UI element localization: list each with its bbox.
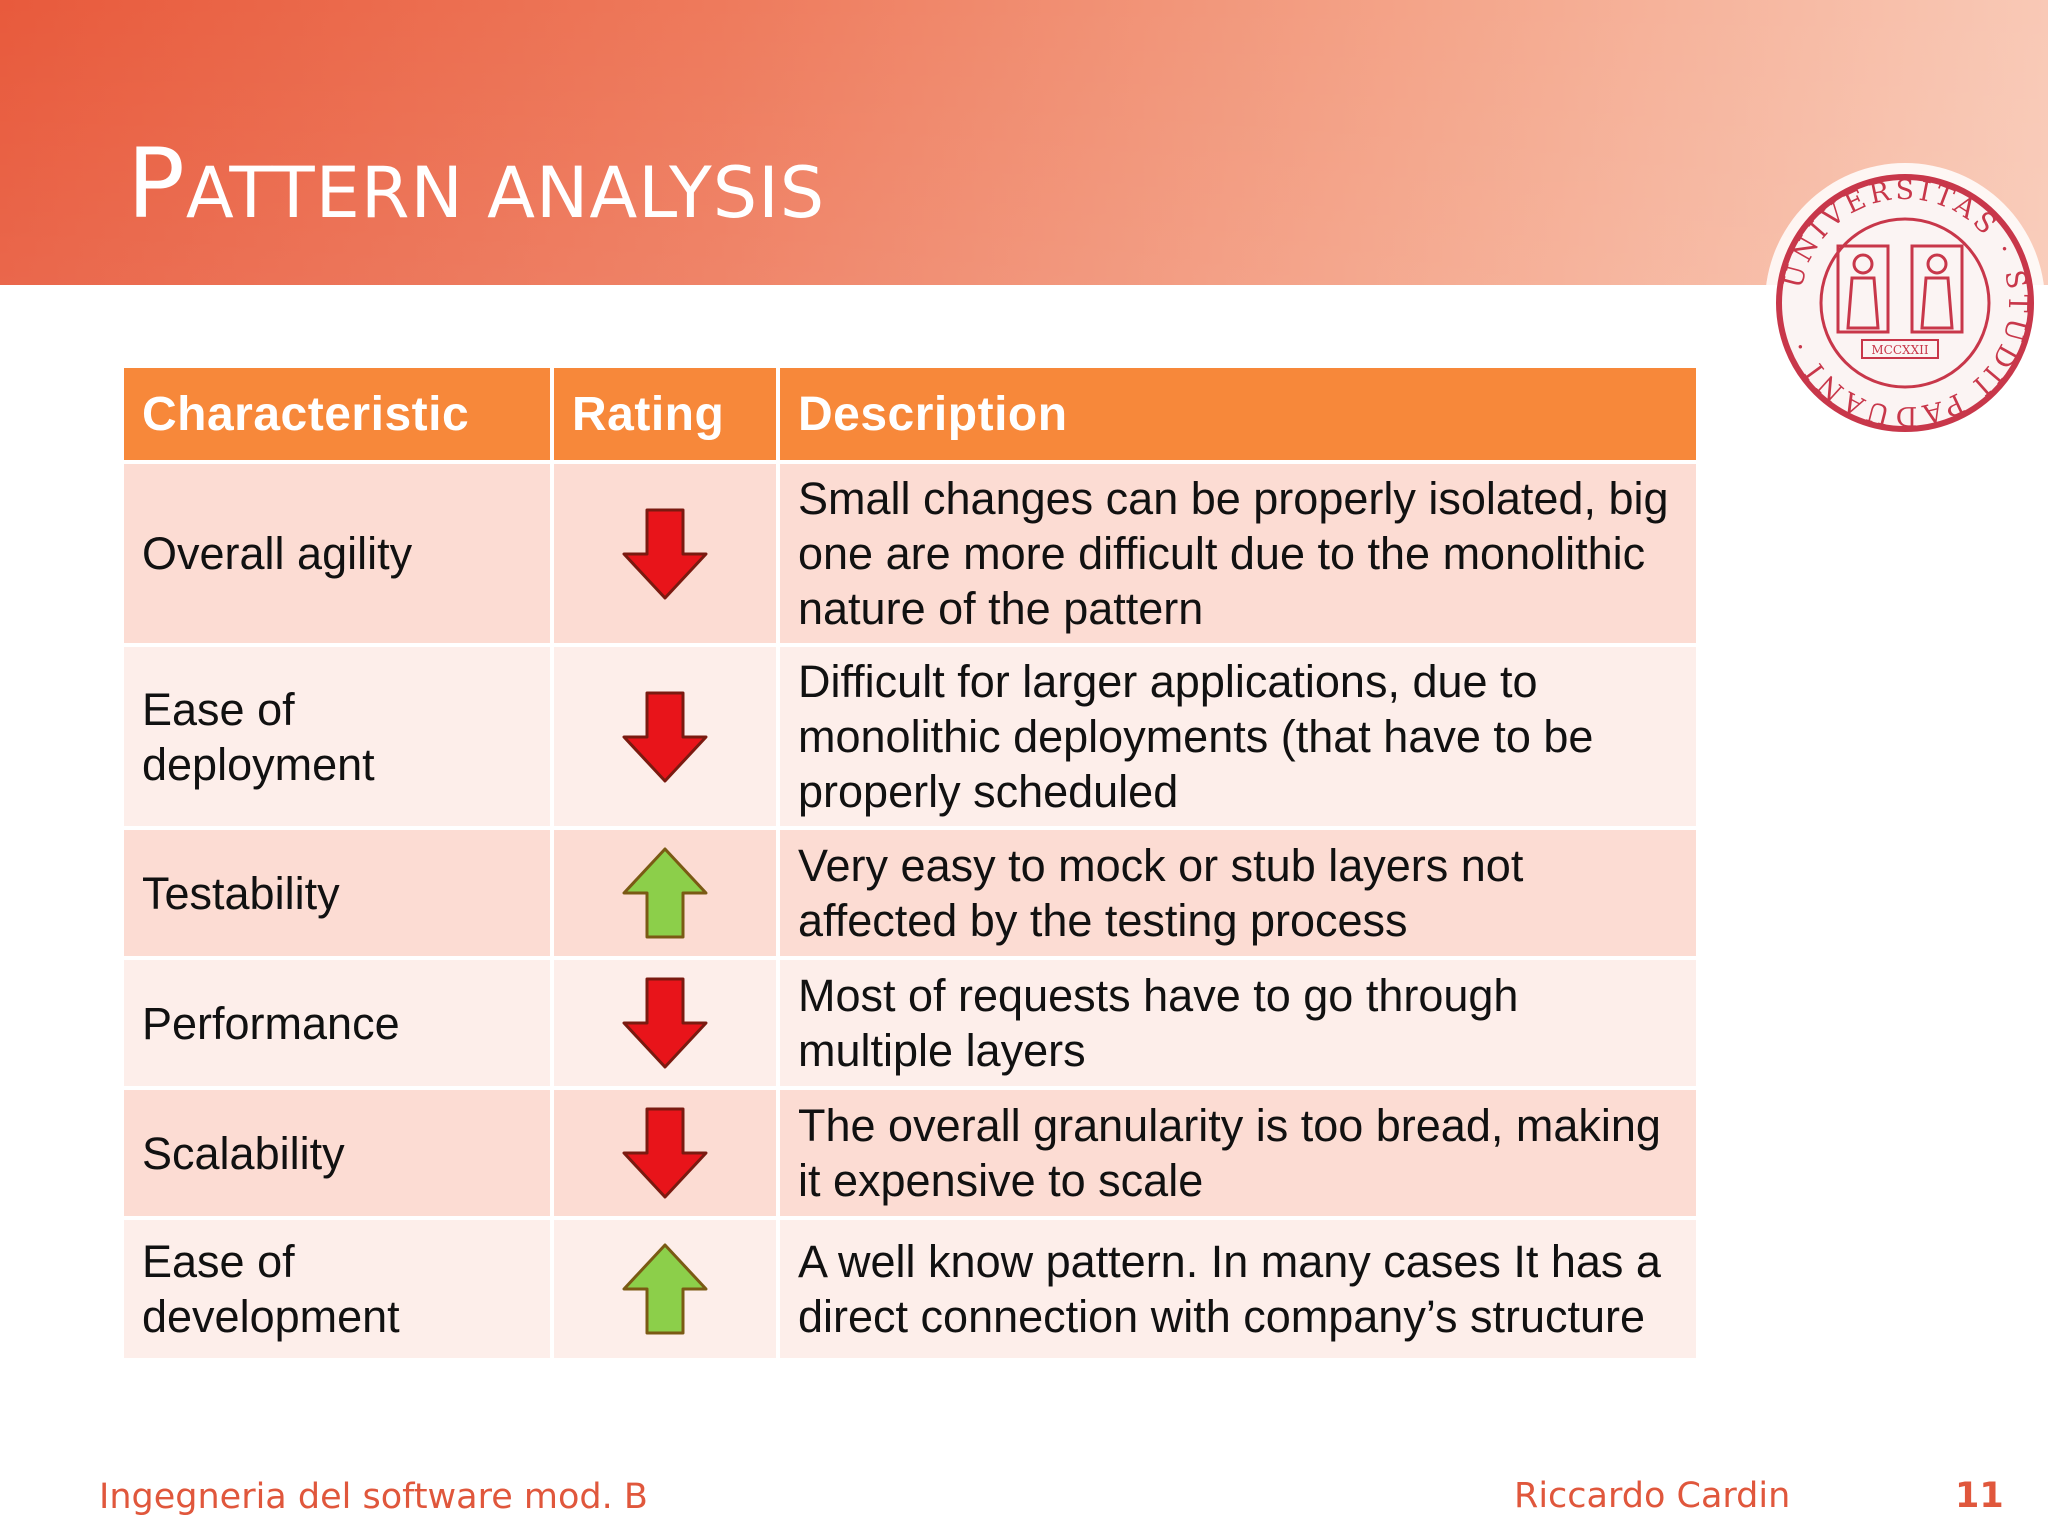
university-seal-logo: UNIVERSITAS · STUDII PADUANI · MCCXXII bbox=[1765, 163, 2045, 443]
table-row: Ease of development A well know pattern.… bbox=[120, 1216, 1700, 1362]
header-description: Description bbox=[776, 364, 1700, 464]
table-header-row: Characteristic Rating Description bbox=[120, 364, 1700, 464]
rating-cell bbox=[550, 460, 780, 647]
description-cell: The overall granularity is too bread, ma… bbox=[776, 1086, 1700, 1220]
arrow-down-icon bbox=[622, 691, 708, 782]
description-cell: Small changes can be properly isolated, … bbox=[776, 460, 1700, 647]
table-row: Ease of deployment Difficult for larger … bbox=[120, 643, 1700, 830]
footer-author: Riccardo Cardin bbox=[1514, 1476, 1791, 1516]
slide-title: PATTERN ANALYSIS bbox=[127, 128, 825, 240]
title-rest: ATTERN ANALYSIS bbox=[185, 152, 826, 234]
rating-cell bbox=[550, 826, 780, 960]
svg-text:MCCXXII: MCCXXII bbox=[1871, 343, 1928, 357]
arrow-down-icon bbox=[622, 1107, 708, 1199]
rating-cell bbox=[550, 956, 780, 1090]
characteristic-cell: Ease of deployment bbox=[120, 643, 554, 830]
arrow-down-icon bbox=[622, 508, 708, 599]
characteristic-cell: Performance bbox=[120, 956, 554, 1090]
characteristic-cell: Overall agility bbox=[120, 460, 554, 647]
characteristic-cell: Scalability bbox=[120, 1086, 554, 1220]
arrow-up-icon bbox=[622, 1243, 708, 1335]
characteristic-cell: Testability bbox=[120, 826, 554, 960]
title-initial: P bbox=[127, 128, 186, 240]
pattern-analysis-table: Characteristic Rating Description Overal… bbox=[120, 364, 1700, 1362]
arrow-up-icon bbox=[622, 847, 708, 939]
rating-cell bbox=[550, 1216, 780, 1362]
arrow-down-icon bbox=[622, 977, 708, 1069]
rating-cell bbox=[550, 1086, 780, 1220]
description-cell: Very easy to mock or stub layers not aff… bbox=[776, 826, 1700, 960]
rating-cell bbox=[550, 643, 780, 830]
description-cell: Most of requests have to go through mult… bbox=[776, 956, 1700, 1090]
header-characteristic: Characteristic bbox=[120, 364, 554, 464]
header-rating: Rating bbox=[550, 364, 780, 464]
header-band bbox=[0, 0, 2048, 285]
page-number: 11 bbox=[1955, 1476, 2004, 1516]
table-row: Scalability The overall granularity is t… bbox=[120, 1086, 1700, 1220]
description-cell: A well know pattern. In many cases It ha… bbox=[776, 1216, 1700, 1362]
characteristic-cell: Ease of development bbox=[120, 1216, 554, 1362]
table-row: Testability Very easy to mock or stub la… bbox=[120, 826, 1700, 960]
description-cell: Difficult for larger applications, due t… bbox=[776, 643, 1700, 830]
table-row: Overall agility Small changes can be pro… bbox=[120, 460, 1700, 647]
table-row: Performance Most of requests have to go … bbox=[120, 956, 1700, 1090]
footer-course: Ingegneria del software mod. B bbox=[99, 1477, 648, 1517]
